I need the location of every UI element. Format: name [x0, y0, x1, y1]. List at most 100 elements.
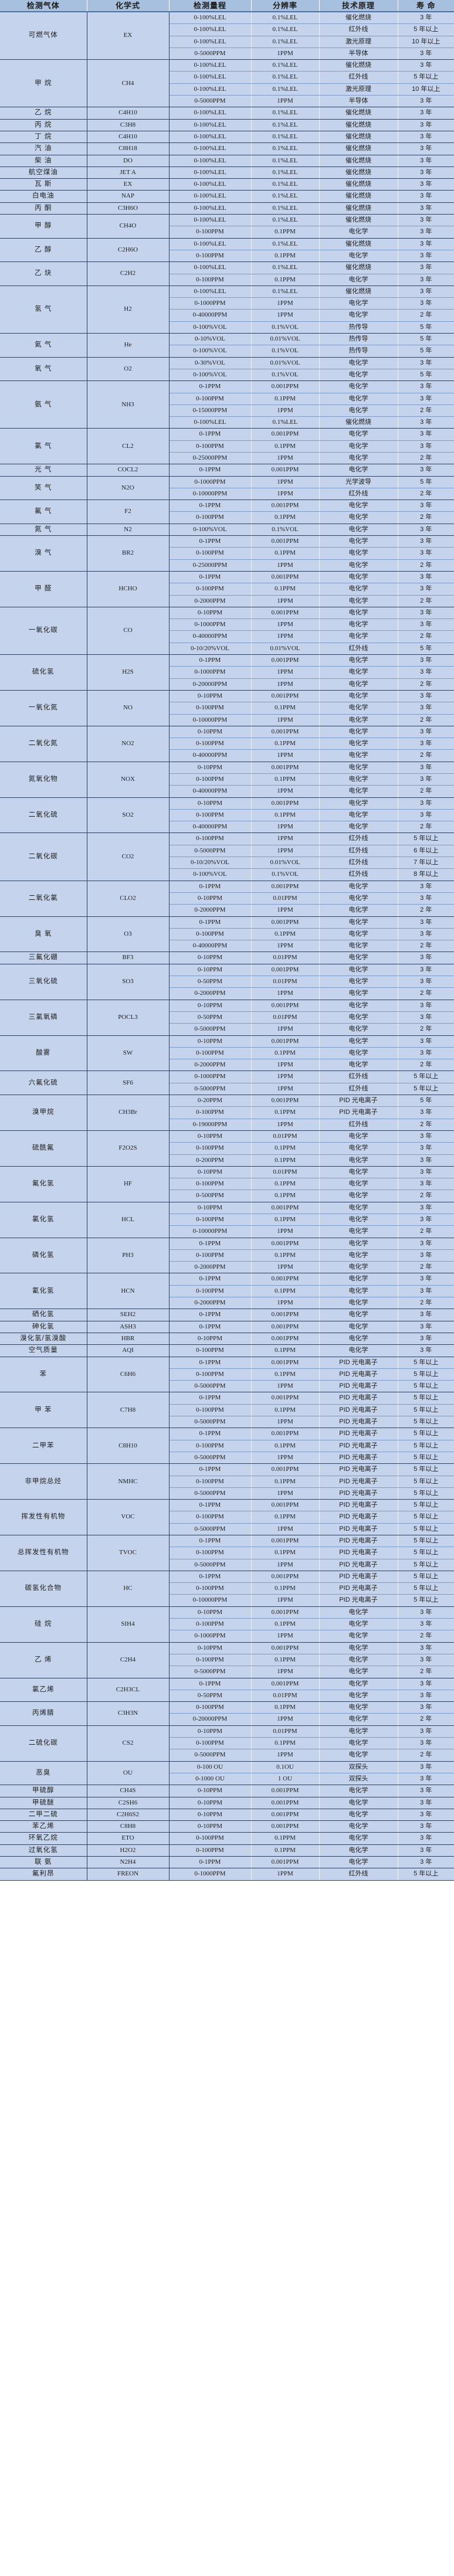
- life-cell: 2 年: [398, 678, 454, 691]
- life-cell: 3 年: [398, 47, 454, 60]
- detection-range-cell: 0-1PPM: [169, 380, 252, 393]
- technology-cell: 热传导: [319, 321, 398, 334]
- resolution-cell: 0.001PPM: [251, 1238, 320, 1250]
- table-row: 氦 气 He 0-10%VOL 0.01%VOL 热传导 5 年: [0, 333, 454, 358]
- gas-name-cell: 乙 炔: [0, 261, 87, 286]
- detection-range-cell: 0-100PPM: [169, 832, 252, 845]
- life-cell: 3 年: [398, 1618, 454, 1631]
- resolution-cell: 1PPM: [251, 1297, 320, 1310]
- resolution-cell: 0.001PPM: [251, 1642, 320, 1654]
- detection-range-cell: 0-1000PPM: [169, 666, 252, 679]
- life-cell: 3 年: [398, 892, 454, 905]
- detection-range-cell: 0-1PPM: [169, 1392, 252, 1405]
- technology-cell: 电化学: [319, 1820, 398, 1833]
- technology-cell: 电化学: [319, 1023, 398, 1036]
- gas-name-cell: 二硫化碳: [0, 1725, 87, 1762]
- table-row: 汽 油 C8H18 0-100%LEL 0.1%LEL 催化燃烧 3 年: [0, 142, 454, 155]
- technology-cell: PID 光电离子: [319, 1535, 398, 1548]
- resolution-cell: 0.1PPM: [251, 1832, 320, 1845]
- detection-range-cell: 0-100PPM: [169, 1844, 252, 1857]
- gas-name-cell: 硅 烷: [0, 1606, 87, 1643]
- chemical-formula-cell: NO2: [87, 726, 170, 762]
- gas-name-cell: 三氟化硼: [0, 951, 87, 964]
- life-cell: 3 年: [398, 951, 454, 964]
- gas-name-cell: 丙 酮: [0, 202, 87, 215]
- gas-name-cell: 甲硫醚: [0, 1797, 87, 1809]
- technology-cell: 电化学: [319, 1225, 398, 1238]
- table-row: 0-50PPM 0.01PPM 电化学 3 年: [0, 1690, 454, 1702]
- technology-cell: 电化学: [319, 714, 398, 726]
- detection-range-cell: 0-100%VOL: [169, 369, 252, 382]
- detection-range-cell: 0-40000PPM: [169, 749, 252, 762]
- resolution-cell: 1PPM: [251, 1119, 320, 1131]
- life-cell: 2 年: [398, 1059, 454, 1072]
- detection-range-cell: 0-10PPM: [169, 1642, 252, 1654]
- resolution-cell: 0.01%VOL: [251, 357, 320, 369]
- table-row: 0-10000PPM 1PPM 电化学 2 年: [0, 714, 454, 726]
- resolution-cell: 0.001PPM: [251, 535, 320, 548]
- detection-range-cell: 0-100PPM: [169, 1178, 252, 1191]
- table-row: 0-5000PPM 1PPM PID 光电离子 5 年以上: [0, 1380, 454, 1393]
- life-cell: 3 年: [398, 202, 454, 215]
- chemical-formula-cell: C2H6O: [87, 238, 170, 263]
- detection-range-cell: 0-5000PPM: [169, 1023, 252, 1036]
- life-cell: 5 年以上: [398, 1535, 454, 1548]
- resolution-cell: 0.1PPM: [251, 702, 320, 715]
- chemical-formula-cell: NOX: [87, 762, 170, 798]
- column-header-life: 寿 命: [398, 0, 454, 12]
- life-cell: 3 年: [398, 1214, 454, 1226]
- technology-cell: PID 光电离子: [319, 1594, 398, 1607]
- chemical-formula-cell: OU: [87, 1761, 170, 1786]
- table-row: 丙 酮 C3H6O 0-100%LEL 0.1%LEL 催化燃烧 3 年: [0, 202, 454, 215]
- gas-name-cell: 航空煤油: [0, 166, 87, 179]
- life-cell: 3 年: [398, 583, 454, 596]
- life-cell: 3 年: [398, 1273, 454, 1286]
- technology-cell: 电化学: [319, 1713, 398, 1726]
- detection-range-cell: 0-1PPM: [169, 1357, 252, 1369]
- table-row: 丁 烷 C4H10 0-100%LEL 0.1%LEL 催化燃烧 3 年: [0, 131, 454, 144]
- detection-range-cell: 0-2000PPM: [169, 987, 252, 1000]
- detection-range-cell: 0-500PPM: [169, 1190, 252, 1202]
- life-cell: 5 年以上: [398, 1559, 454, 1571]
- detection-range-cell: 0-100%LEL: [169, 190, 252, 203]
- detection-range-cell: 0-10000PPM: [169, 488, 252, 501]
- technology-cell: 电化学: [319, 904, 398, 917]
- life-cell: 3 年: [398, 190, 454, 203]
- technology-cell: 电化学: [319, 369, 398, 382]
- chemical-formula-cell: C2H2: [87, 261, 170, 286]
- detection-range-cell: 0-40000PPM: [169, 630, 252, 643]
- technology-cell: 电化学: [319, 428, 398, 441]
- resolution-cell: 0.001PPM: [251, 1000, 320, 1012]
- resolution-cell: 0.001PPM: [251, 607, 320, 620]
- table-body: 可燃气体 EX 0-100%LEL 0.1%LEL 催化燃烧 3 年 0-100%LEL 0.…: [0, 12, 454, 1881]
- resolution-cell: 0.1OU: [251, 1761, 320, 1773]
- chemical-formula-cell: C2H6S2: [87, 1809, 170, 1821]
- resolution-cell: 1PPM: [251, 1559, 320, 1571]
- life-cell: 2 年: [398, 1666, 454, 1678]
- table-row: 挥发性有机物 VOC 0-1PPM 0.001PPM PID 光电离子 5 年以上: [0, 1499, 454, 1535]
- life-cell: 5 年以上: [398, 1868, 454, 1881]
- detection-range-cell: 0-100PPM: [169, 1285, 252, 1298]
- resolution-cell: 0.1PPM: [251, 1582, 320, 1595]
- technology-cell: 催化燃烧: [319, 416, 398, 429]
- resolution-cell: 1PPM: [251, 987, 320, 1000]
- resolution-cell: 0.01%VOL: [251, 333, 320, 346]
- table-row: 0-100PPM 0.1PPM PID 光电离子 5 年以上: [0, 1440, 454, 1452]
- detection-range-cell: 0-100%LEL: [169, 131, 252, 144]
- table-row: 恶臭 OU 0-100 OU 0.1OU 双探头 3 年: [0, 1761, 454, 1786]
- detection-range-cell: 0-100%LEL: [169, 214, 252, 227]
- technology-cell: 电化学: [319, 583, 398, 596]
- table-row: 二硫化碳 CS2 0-10PPM 0.01PPM 电化学 3 年: [0, 1725, 454, 1762]
- technology-cell: 激光原理: [319, 83, 398, 96]
- table-row: 0-100%VOL 0.1%VOL 电化学 5 年: [0, 369, 454, 382]
- life-cell: 3 年: [398, 107, 454, 120]
- technology-cell: 电化学: [319, 785, 398, 798]
- detection-range-cell: 0-1000PPM: [169, 297, 252, 310]
- resolution-cell: 0.1PPM: [251, 1476, 320, 1488]
- life-cell: 3 年: [398, 1154, 454, 1167]
- resolution-cell: 0.001PPM: [251, 1273, 320, 1286]
- table-row: 0-5000PPM 1PPM 电化学 2 年: [0, 1023, 454, 1036]
- technology-cell: 电化学: [319, 618, 398, 631]
- gas-name-cell: 苯: [0, 1357, 87, 1393]
- technology-cell: PID 光电离子: [319, 1428, 398, 1440]
